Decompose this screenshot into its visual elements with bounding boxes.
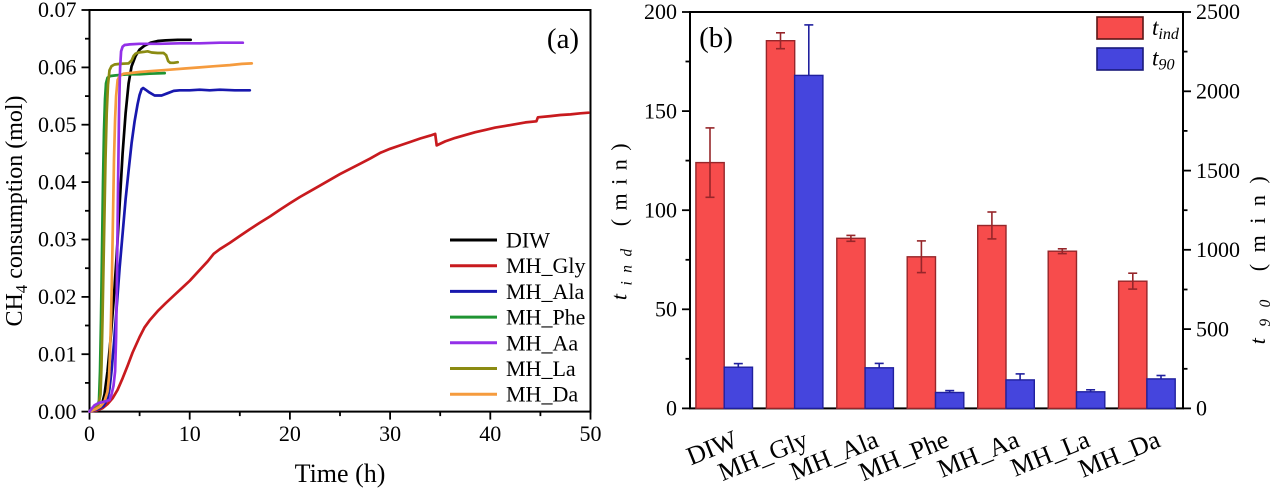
svg-text:10: 10 [179, 421, 201, 446]
svg-text:1000: 1000 [1196, 237, 1240, 262]
svg-text:500: 500 [1196, 316, 1229, 341]
svg-text:20: 20 [279, 421, 301, 446]
svg-text:(a): (a) [547, 23, 579, 55]
svg-text:0.06: 0.06 [38, 55, 77, 80]
svg-text:MH_La: MH_La [506, 356, 576, 381]
svg-text:tind (min): tind (min) [607, 135, 636, 300]
svg-text:MH_Phe: MH_Phe [506, 305, 585, 330]
svg-text:CH4 consumption (mol): CH4 consumption (mol) [2, 95, 31, 326]
svg-text:0: 0 [1196, 396, 1207, 421]
svg-text:2000: 2000 [1196, 79, 1240, 104]
svg-text:MH_Gly: MH_Gly [506, 253, 585, 278]
svg-text:0.02: 0.02 [38, 284, 77, 309]
svg-text:2500: 2500 [1196, 0, 1240, 24]
svg-text:DIW: DIW [506, 228, 550, 253]
svg-text:30: 30 [379, 421, 401, 446]
svg-text:MH_Da: MH_Da [506, 382, 578, 407]
svg-text:0.04: 0.04 [38, 169, 77, 194]
svg-text:(b): (b) [699, 22, 733, 54]
svg-text:Time (h): Time (h) [295, 459, 386, 488]
svg-text:0: 0 [666, 396, 677, 421]
svg-text:1500: 1500 [1196, 158, 1240, 183]
svg-text:100: 100 [644, 197, 677, 222]
svg-text:50: 50 [580, 421, 602, 446]
svg-text:50: 50 [655, 297, 677, 322]
svg-text:150: 150 [644, 98, 677, 123]
svg-text:0.00: 0.00 [38, 399, 77, 424]
svg-text:MH_Ala: MH_Ala [506, 279, 584, 304]
svg-text:MH_Aa: MH_Aa [506, 330, 578, 355]
svg-text:0: 0 [84, 421, 95, 446]
svg-text:t90 (min): t90 (min) [1245, 165, 1274, 344]
svg-text:0.03: 0.03 [38, 227, 77, 252]
svg-text:0.01: 0.01 [38, 341, 77, 366]
svg-text:0.07: 0.07 [38, 0, 77, 22]
svg-text:0.05: 0.05 [38, 112, 77, 137]
svg-text:40: 40 [479, 421, 501, 446]
svg-text:200: 200 [644, 0, 677, 24]
